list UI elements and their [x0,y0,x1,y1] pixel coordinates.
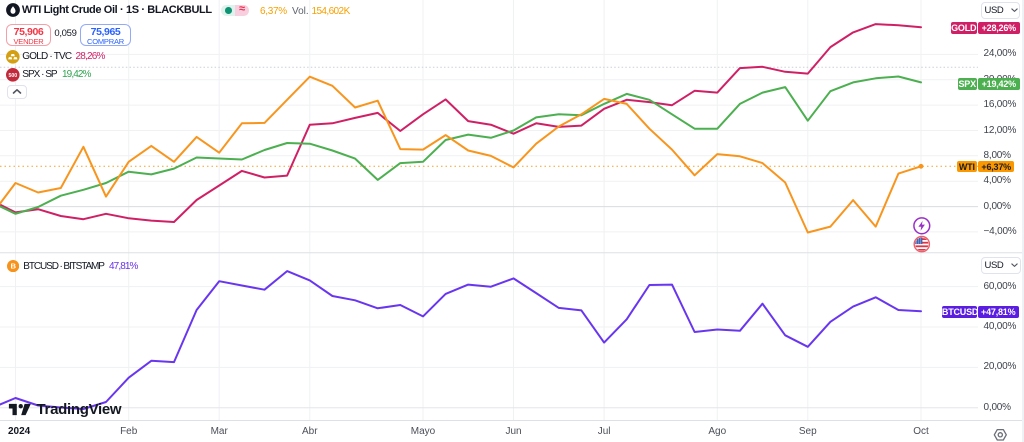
svg-text:B: B [10,262,16,271]
svg-text:500: 500 [9,73,18,79]
